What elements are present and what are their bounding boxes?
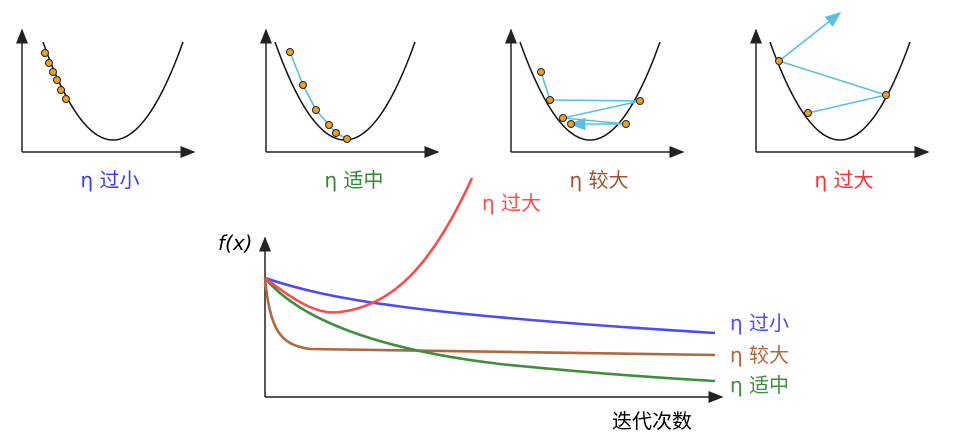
main-plot: f(x) 迭代次数 η 过大 η 过小 η 较大 η 适中 [218,177,789,433]
curve-too-large [264,177,474,314]
panel-label: η 过大 [814,168,873,192]
iterate-point [546,96,554,104]
iterate-point [299,81,307,89]
iterate-point [636,97,644,105]
iterate-point [804,109,812,117]
curve-label: η 过大 [482,191,541,215]
iterate-point [286,48,294,56]
x-label: 迭代次数 [612,409,692,433]
iterate-point [332,129,340,137]
y-label: f(x) [218,231,252,255]
panel-label: η 过小 [80,168,139,192]
iterate-point [882,91,890,99]
iterate-point [325,121,333,129]
iterate-point [537,68,545,76]
iterate-point [567,120,575,128]
curve-label: η 过小 [730,311,789,335]
curve-large [263,277,716,357]
iterate-point [53,76,61,84]
parabola [769,41,911,141]
iterate-point [343,135,351,143]
iterate-point [62,95,70,103]
panels: η 过小 η 适中 η 较大 η 过大 [16,13,930,192]
panel-label: η 较大 [569,168,628,192]
iterate-point [775,57,783,65]
curve-label: η 适中 [730,373,789,397]
iterate-point [57,86,65,94]
iterate-point [312,106,320,114]
iterate-point [49,68,57,76]
step-path [540,71,641,131]
iterate-point [622,120,630,128]
curve-small [264,276,716,335]
curve-label: η 较大 [730,343,789,367]
iterate-point [41,49,49,57]
parabola [274,41,416,141]
parabola [519,41,661,141]
step-path [778,13,890,114]
panel-label: η 适中 [324,168,383,192]
iterate-point [45,59,53,67]
iterate-point [559,114,567,122]
curve-moderate [264,277,716,383]
